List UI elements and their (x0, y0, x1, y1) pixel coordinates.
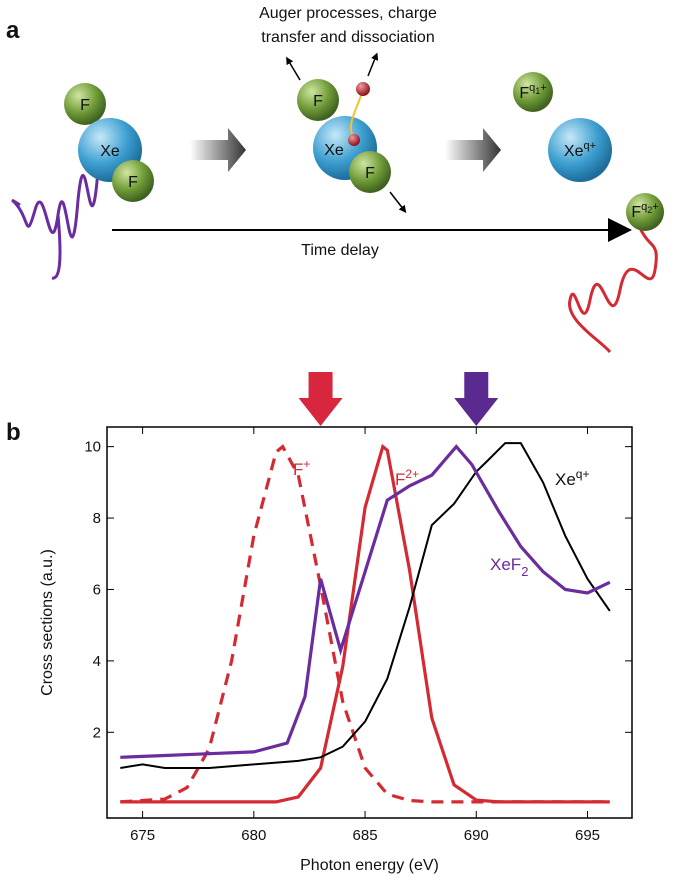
energy-marker (298, 372, 343, 426)
y-tick-label: 6 (93, 581, 101, 598)
y-tick-label: 8 (93, 510, 101, 527)
x-tick-label: 680 (241, 827, 266, 844)
series-line (120, 444, 611, 759)
series-line (120, 444, 610, 804)
sup: q (584, 140, 590, 152)
y-tick-label: 2 (93, 724, 101, 741)
legend-label: F+ (293, 457, 310, 479)
atom (349, 151, 391, 193)
electron (348, 134, 360, 146)
plot-frame (106, 426, 633, 819)
sup: q (529, 82, 535, 94)
sup: + (303, 457, 310, 471)
x-tick-label: 685 (353, 827, 378, 844)
energy-marker (454, 372, 499, 426)
process-arrow (445, 128, 501, 172)
atom-label: F (365, 165, 375, 182)
fragment-label: Fq1+ (519, 82, 546, 102)
y-tick-label: 4 (93, 653, 101, 670)
panel-label: a (6, 17, 20, 44)
atom (548, 118, 612, 182)
atom-label: F (128, 174, 138, 191)
time-arrow (608, 218, 632, 242)
time-label: Time delay (301, 242, 379, 259)
legend-label: XeF2 (490, 555, 528, 579)
supsub: 1 (535, 86, 540, 96)
atom (112, 160, 154, 202)
series-line (120, 443, 610, 804)
process-arrow (190, 128, 246, 172)
panel-label: b (6, 419, 21, 446)
supsub: 2 (647, 205, 652, 215)
fragment-label: Xeq+ (564, 140, 596, 160)
atom-label: F (80, 97, 90, 114)
legend-label: F2+ (395, 467, 419, 489)
atom (297, 79, 339, 121)
y-tick-label: 10 (84, 439, 101, 456)
atom (513, 72, 553, 112)
name: F (293, 460, 303, 479)
supend: + (540, 82, 546, 94)
base: Xe (564, 143, 584, 160)
caption: transfer and dissociation (261, 29, 434, 46)
atom-label: Xe (324, 142, 344, 159)
y-axis-label: Cross sections (a.u.) (39, 549, 56, 696)
atom (626, 193, 664, 231)
motion-arrow (286, 56, 301, 81)
pump-pulse (10, 146, 111, 280)
legend-label: Xeq+ (555, 467, 589, 489)
base: F (519, 85, 529, 102)
x-tick-label: 675 (130, 827, 155, 844)
name: XeF (490, 555, 521, 574)
supend: + (652, 201, 658, 213)
base: F (631, 204, 641, 221)
supend: + (590, 140, 596, 152)
probe-pulse (568, 227, 658, 354)
fragment-label: Fq2+ (631, 201, 658, 221)
motion-arrow (367, 52, 379, 77)
electron (356, 82, 370, 96)
caption: Auger processes, charge (259, 5, 437, 22)
atom (64, 83, 106, 125)
x-tick-label: 695 (575, 827, 600, 844)
name: F (395, 470, 405, 489)
series-line (120, 442, 611, 769)
sup: 2+ (405, 467, 419, 481)
atom-label: F (313, 93, 323, 110)
motion-arrow (389, 191, 407, 213)
sup: q (641, 201, 647, 213)
x-axis-label: Photon energy (eV) (300, 857, 439, 874)
sup: q+ (576, 467, 590, 481)
sub: 2 (521, 564, 528, 579)
atom-label: Xe (100, 143, 120, 160)
x-tick-label: 690 (464, 827, 489, 844)
name: Xe (555, 470, 576, 489)
